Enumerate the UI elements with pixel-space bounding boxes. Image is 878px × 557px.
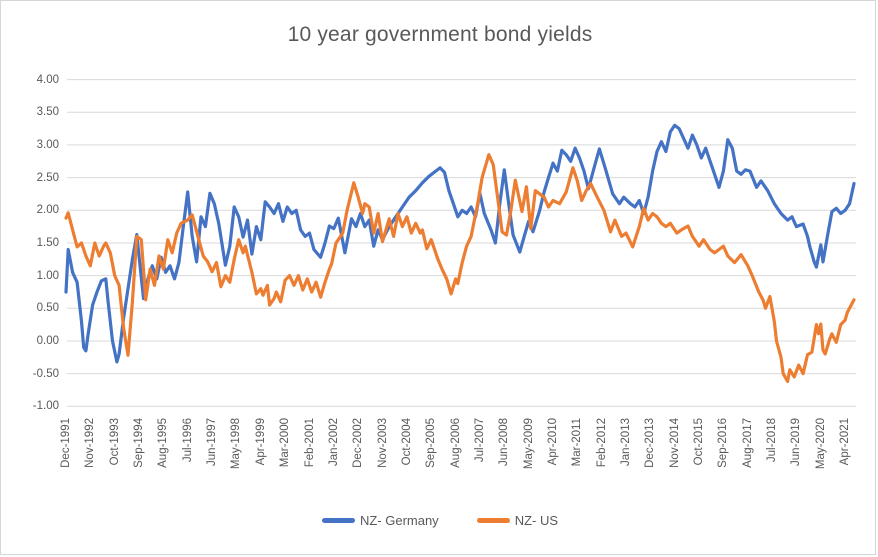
x-tick-label: Dec-2013	[644, 418, 657, 468]
legend-entry-germany: NZ- Germany	[321, 513, 439, 528]
x-tick-label: Mar-2000	[279, 418, 292, 468]
x-tick-label: Feb-2001	[303, 418, 316, 468]
y-tick-label: 1.00	[36, 269, 59, 282]
x-tick-label: Dec-2002	[352, 418, 365, 468]
x-tick-label: Apr-2021	[839, 418, 852, 466]
legend-entry-us: NZ- US	[476, 513, 559, 528]
x-tick-label: Aug-2006	[449, 418, 462, 468]
x-tick-label: Oct-1993	[108, 418, 121, 466]
x-tick-label: Oct-2004	[400, 418, 413, 466]
x-tick-label: Aug-1995	[157, 418, 170, 468]
x-tick-label: Sep-2016	[717, 418, 730, 468]
y-tick-label: 0.50	[36, 302, 59, 315]
x-tick-label: Jun-2019	[790, 418, 803, 466]
series-line-us	[64, 153, 856, 384]
x-tick-label: Jul-2018	[766, 418, 779, 463]
y-tick-label: 0.00	[36, 335, 59, 347]
x-tick-label: Jul-1996	[181, 418, 194, 463]
x-tick-label: Nov-2003	[376, 418, 389, 468]
x-tick-label: Feb-2012	[595, 418, 608, 468]
y-tick-label: 1.50	[36, 237, 59, 249]
legend: NZ- Germany NZ- US	[1, 513, 875, 528]
y-tick-label: -1.00	[32, 400, 59, 413]
x-tick-label: Nov-1992	[84, 418, 97, 468]
x-tick-label: May-2020	[814, 418, 827, 470]
legend-label-germany: NZ- Germany	[359, 513, 439, 528]
x-tick-label: Jun-2008	[498, 418, 511, 466]
y-tick-label: 3.50	[36, 106, 59, 119]
y-tick-label: 3.00	[36, 138, 59, 151]
x-tick-label: Dec-1991	[60, 418, 72, 468]
legend-line-swatch-germany	[321, 518, 355, 523]
x-tick-label: May-1998	[230, 418, 243, 470]
x-tick-label: Jan-2013	[620, 418, 632, 466]
y-tick-label: 2.00	[36, 204, 59, 217]
x-tick-label: Aug-2017	[741, 418, 754, 468]
series-line-germany	[64, 123, 856, 364]
x-tick-label: Jul-2007	[473, 418, 486, 463]
x-tick-label: Jan-2002	[327, 418, 340, 466]
y-tick-label: 4.00	[36, 73, 59, 86]
x-tick-label: Apr-1999	[254, 418, 267, 466]
x-tick-label: Sep-1994	[133, 418, 145, 468]
x-tick-label: Apr-2010	[547, 418, 559, 466]
x-tick-label: May-2009	[522, 418, 535, 470]
x-tick-label: Sep-2005	[425, 418, 438, 468]
x-tick-label: Oct-2015	[693, 418, 706, 466]
x-tick-label: Nov-2014	[668, 418, 681, 468]
y-tick-label: 2.50	[36, 171, 59, 184]
chart-title: 10 year government bond yields	[287, 23, 593, 46]
y-tick-label: -0.50	[32, 367, 59, 380]
x-tick-label: Jun-1997	[206, 418, 219, 466]
legend-label-us: NZ- US	[514, 513, 559, 528]
x-tick-label: Mar-2011	[571, 418, 584, 467]
legend-line-swatch-us	[476, 518, 510, 523]
